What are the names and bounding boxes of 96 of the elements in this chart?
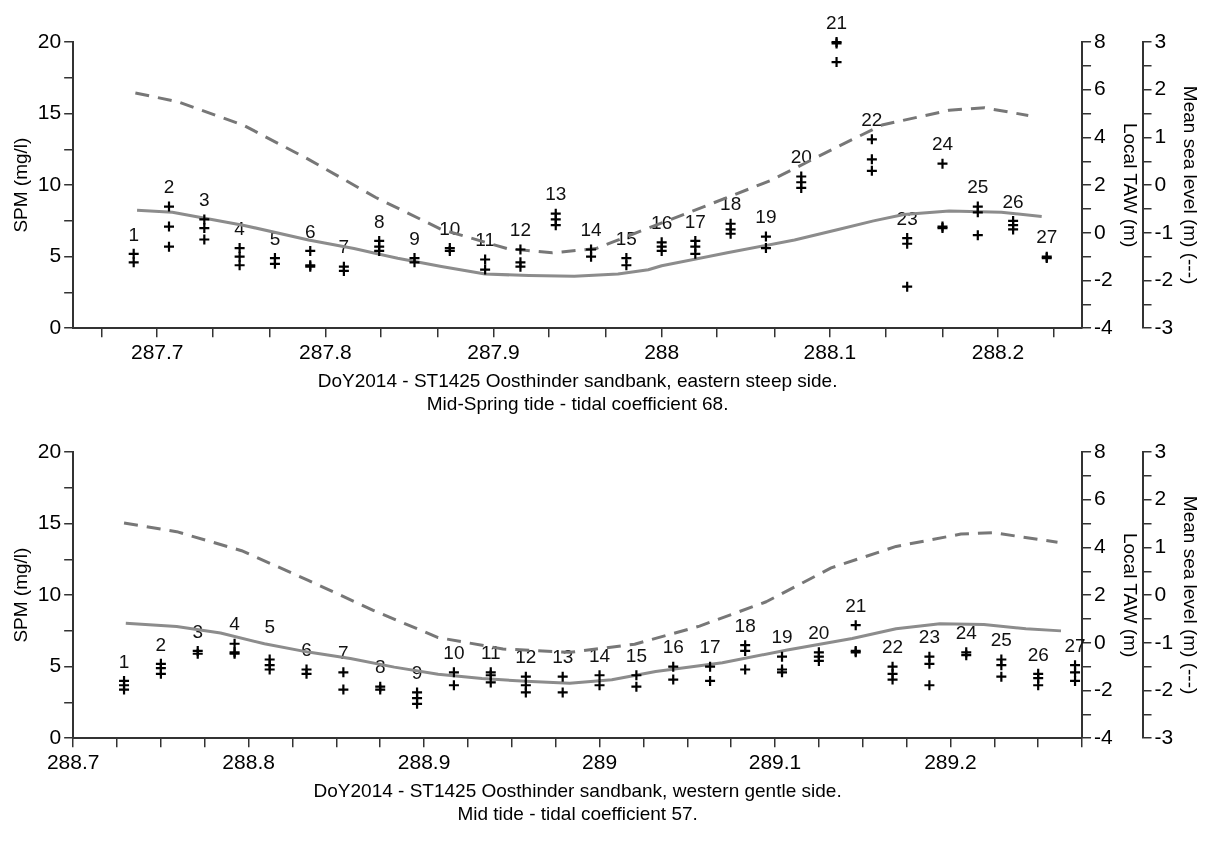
annotation: 5	[264, 616, 275, 638]
x-tick-label: 288.1	[803, 339, 857, 363]
annotation: 9	[409, 227, 420, 249]
x-tick-label: 288.8	[222, 749, 275, 773]
x-axis-title: DoY2014 - ST1425 Oosthinder sandbank, eastern steep side. Mid-Spring tide - tidal coefficient 68.	[317, 370, 838, 414]
y3-axis-title: Mean sea level (m) (---)	[1180, 85, 1202, 285]
annotation: 21	[825, 11, 848, 33]
y2-tick-label: 0	[1094, 629, 1106, 653]
annotation: 18	[734, 614, 756, 636]
annotation: 12	[509, 219, 532, 241]
y2-tick-label: 2	[1094, 171, 1106, 195]
y2-tick-label: 2	[1094, 581, 1106, 605]
y3-tick-label: 0	[1154, 581, 1167, 605]
y2-axis-title: Local TAW (m)	[1119, 532, 1141, 658]
annotation: 4	[229, 613, 241, 635]
y3-tick-label: -3	[1154, 315, 1174, 338]
annotation: 27	[1036, 226, 1058, 248]
y-tick-label: 10	[37, 581, 62, 605]
y2-axis-title: Local TAW (m)	[1119, 122, 1141, 248]
annotation: 10	[443, 642, 465, 664]
annotation: 3	[199, 189, 210, 211]
annotation: 15	[615, 227, 637, 249]
y2-tick-label: 8	[1094, 438, 1106, 462]
y2-tick-label: -2	[1094, 677, 1113, 701]
y2-tick-label: -4	[1094, 725, 1114, 748]
annotation: 14	[580, 219, 603, 241]
x-tick-label: 288.9	[397, 749, 451, 773]
annotation: 13	[545, 183, 567, 205]
annotation: 24	[955, 622, 978, 644]
annotation: 1	[128, 223, 139, 245]
x-tick-label: 288.7	[46, 749, 100, 773]
x-tick-label: 289.1	[748, 749, 802, 773]
annotation: 19	[771, 626, 793, 648]
annotation: 15	[625, 644, 647, 666]
x-tick-label: 287.9	[467, 339, 520, 363]
y2-tick-label: -4	[1094, 315, 1114, 338]
annotation: 17	[699, 636, 721, 658]
annotation: 16	[651, 212, 673, 234]
y2-tick-label: 4	[1094, 124, 1107, 148]
y3-tick-label: 2	[1154, 76, 1167, 100]
y2-tick-label: 6	[1094, 486, 1106, 510]
y3-tick-label: 0	[1154, 171, 1167, 195]
y3-tick-label: 3	[1154, 28, 1167, 52]
y2-tick-label: -2	[1094, 267, 1113, 291]
y3-tick-label: 3	[1154, 438, 1167, 462]
annotation: 24	[931, 133, 954, 155]
y-tick-label: 0	[49, 725, 62, 748]
x-tick-label: 288.2	[971, 339, 1025, 363]
y3-tick-label: 2	[1154, 486, 1167, 510]
annotation: 2	[163, 176, 175, 198]
annotation: 1	[118, 650, 130, 672]
y2-tick-label: 4	[1094, 534, 1107, 558]
y-tick-label: 5	[49, 243, 62, 267]
annotation: 21	[845, 594, 867, 616]
x-tick-label: 289.2	[924, 749, 977, 773]
y3-tick-label: 1	[1154, 534, 1167, 558]
annotation: 17	[684, 210, 706, 232]
annotation: 25	[967, 176, 989, 198]
annotation: 19	[755, 206, 777, 228]
annotation: 26	[1027, 643, 1049, 665]
annotation: 16	[662, 636, 684, 658]
x-tick-label: 289	[582, 749, 618, 773]
annotation: 20	[808, 622, 830, 644]
annotation: 22	[861, 109, 883, 131]
y-tick-label: 0	[49, 315, 62, 338]
y3-axis-title: Mean sea level (m) (---)	[1180, 495, 1202, 695]
y-tick-label: 20	[37, 438, 62, 462]
annotation: 22	[881, 636, 904, 658]
y3-tick-label: -1	[1154, 219, 1174, 243]
y-tick-label: 15	[37, 510, 62, 534]
y2-tick-label: 8	[1094, 28, 1106, 52]
y2-tick-label: 6	[1094, 76, 1106, 100]
x-tick-label: 287.8	[299, 339, 352, 363]
annotation: 26	[1002, 190, 1024, 212]
y-axis-title: SPM (mg/l)	[9, 137, 31, 233]
x-tick-label: 287.7	[130, 339, 184, 363]
y3-tick-label: -2	[1154, 267, 1174, 291]
annotation: 12	[515, 646, 537, 668]
y-tick-label: 5	[49, 653, 62, 677]
y-tick-label: 20	[37, 28, 62, 52]
annotation: 23	[918, 626, 940, 648]
y3-tick-label: 1	[1154, 124, 1167, 148]
y-tick-label: 15	[37, 100, 62, 124]
annotation: 14	[588, 644, 611, 666]
annotation: 8	[373, 210, 385, 232]
annotation: 2	[155, 633, 167, 655]
y3-tick-label: -1	[1154, 629, 1174, 653]
y2-tick-label: 0	[1094, 219, 1106, 243]
y-axis-title: SPM (mg/l)	[9, 547, 31, 643]
annotation: 6	[304, 220, 316, 242]
x-axis-title: DoY2014 - ST1425 Oosthinder sandbank, western gentle side. Mid tide - tidal coefficient 57.	[313, 780, 842, 824]
y3-tick-label: -2	[1154, 677, 1174, 701]
y-tick-label: 10	[37, 171, 62, 195]
annotation: 25	[990, 629, 1012, 651]
y3-tick-label: -3	[1154, 725, 1174, 748]
x-tick-label: 288	[644, 339, 680, 363]
